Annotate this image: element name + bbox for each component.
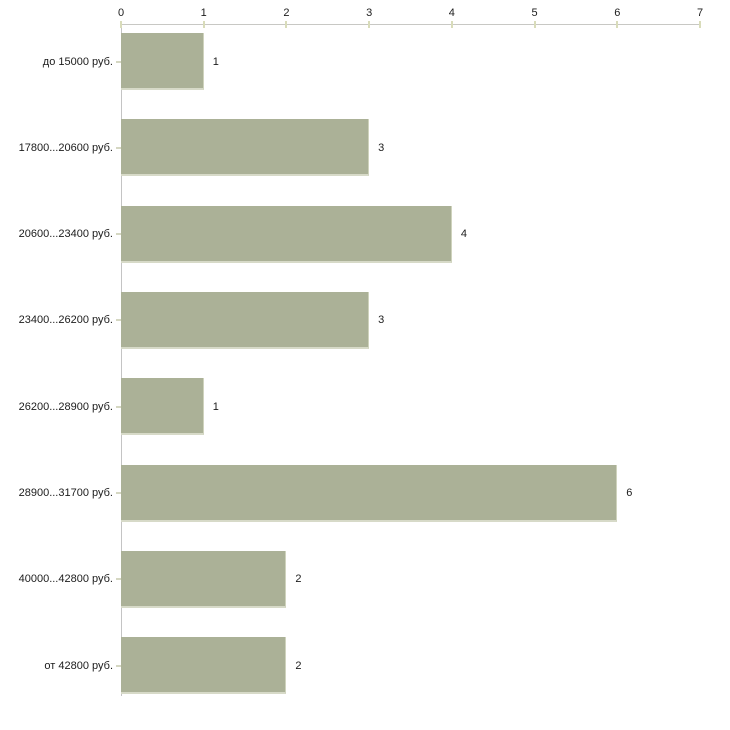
bar bbox=[121, 291, 370, 349]
bar bbox=[121, 33, 204, 90]
category-label: от 42800 руб. bbox=[44, 659, 113, 672]
x-tick-label: 4 bbox=[448, 7, 455, 19]
bar bbox=[121, 205, 452, 263]
x-tick-mark bbox=[450, 21, 453, 28]
y-tick-mark bbox=[116, 664, 121, 667]
value-label: 3 bbox=[378, 314, 385, 327]
x-tick-label: 1 bbox=[200, 7, 207, 19]
x-tick-label: 7 bbox=[696, 7, 704, 19]
x-tick-mark bbox=[616, 21, 619, 28]
y-tick-mark bbox=[116, 319, 121, 322]
x-tick-mark bbox=[533, 21, 536, 28]
x-tick-label: 3 bbox=[366, 7, 373, 19]
category-label: 26200...28900 руб. bbox=[18, 400, 113, 413]
category-label: 20600...23400 руб. bbox=[18, 228, 113, 241]
chart-row: до 15000 руб. 1 bbox=[0, 24, 730, 110]
category-label: 28900...31700 руб. bbox=[18, 487, 113, 499]
chart-row: 23400...26200 руб. 3 bbox=[0, 283, 730, 369]
bar bbox=[121, 119, 370, 177]
chart-row: 20600...23400 руб. 4 bbox=[0, 197, 730, 283]
category-label: 40000...42800 руб. bbox=[18, 573, 113, 586]
x-axis-line bbox=[121, 24, 701, 25]
bar bbox=[121, 550, 287, 608]
bar bbox=[121, 637, 287, 695]
y-tick-mark bbox=[116, 146, 121, 149]
value-label: 1 bbox=[212, 400, 219, 413]
x-tick-label: 0 bbox=[117, 7, 125, 19]
x-tick-mark bbox=[202, 21, 205, 28]
bar bbox=[121, 464, 618, 522]
y-tick-mark bbox=[116, 405, 121, 408]
y-tick-mark bbox=[116, 60, 121, 63]
category-label: 17800...20600 руб. bbox=[18, 141, 113, 154]
category-label: до 15000 руб. bbox=[42, 55, 113, 68]
y-axis-line bbox=[121, 24, 122, 697]
y-tick-mark bbox=[116, 492, 121, 494]
chart-row: 28900...31700 руб. 6 bbox=[0, 456, 730, 542]
chart-row: 26200...28900 руб. 1 bbox=[0, 369, 730, 455]
value-label: 3 bbox=[378, 141, 385, 154]
x-tick-mark bbox=[285, 21, 288, 28]
x-tick-label: 2 bbox=[283, 7, 290, 19]
value-label: 6 bbox=[626, 487, 633, 499]
x-tick-label: 5 bbox=[531, 7, 538, 19]
category-label: 23400...26200 руб. bbox=[18, 314, 113, 327]
chart-row: 40000...42800 руб. 2 bbox=[0, 542, 730, 628]
chart-row: 17800...20600 руб. 3 bbox=[0, 110, 730, 196]
value-label: 4 bbox=[460, 228, 467, 241]
y-tick-mark bbox=[116, 233, 121, 236]
value-label: 1 bbox=[212, 55, 219, 68]
bar bbox=[121, 378, 204, 436]
x-tick-mark bbox=[368, 21, 371, 28]
value-label: 2 bbox=[295, 573, 302, 586]
x-tick-label: 6 bbox=[614, 7, 621, 19]
chart-row: от 42800 руб. 2 bbox=[0, 628, 730, 714]
y-tick-mark bbox=[116, 578, 121, 581]
x-tick-mark bbox=[120, 21, 122, 28]
value-label: 2 bbox=[295, 659, 302, 672]
x-tick-mark bbox=[699, 21, 701, 28]
